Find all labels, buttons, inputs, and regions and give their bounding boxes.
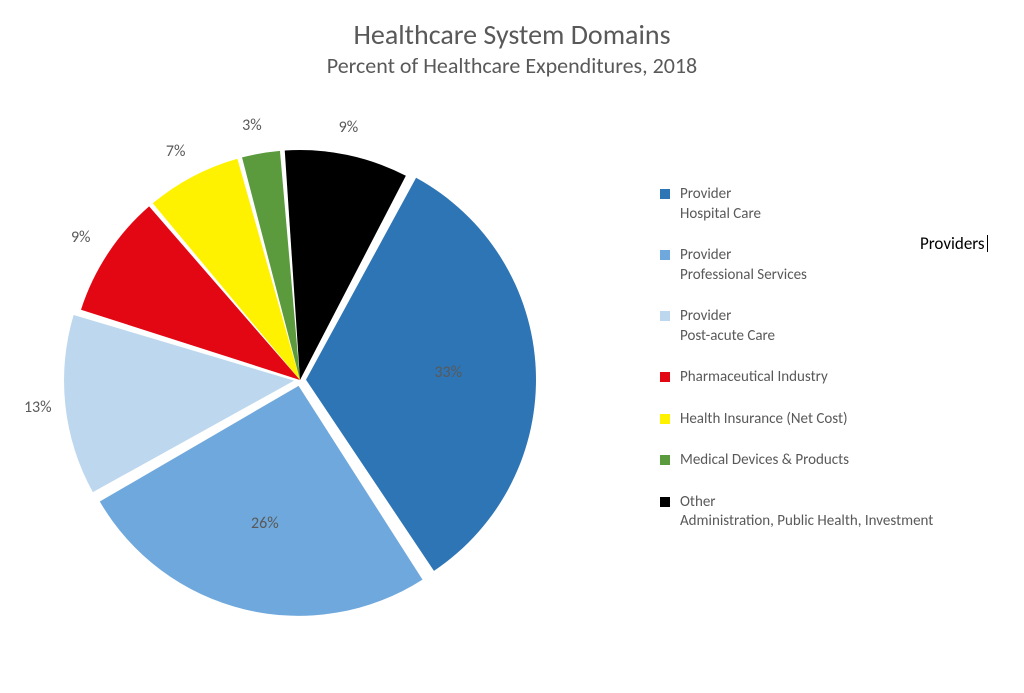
- legend-label-line1: Other: [680, 493, 716, 511]
- pie-slice-label: 9%: [339, 118, 359, 137]
- legend-swatch: [660, 455, 670, 465]
- legend-item: Pharmaceutical Industry: [660, 368, 1000, 388]
- pie-slice-label: 9%: [71, 228, 91, 247]
- legend-swatch: [660, 372, 670, 382]
- legend-label-line1: Provider: [680, 307, 731, 325]
- legend-item: Provider Post-acute Care: [660, 307, 1000, 346]
- pie-slice-label: 26%: [251, 514, 279, 533]
- legend-label-line1: Medical Devices & Products: [680, 451, 849, 469]
- providers-annotation: Providers: [920, 235, 988, 252]
- pie-slice-label: 7%: [166, 142, 186, 161]
- legend-item: Provider Hospital Care: [660, 185, 1000, 224]
- legend-label: Provider Post-acute Care: [680, 307, 775, 346]
- pie-slice-label: 33%: [434, 363, 462, 382]
- legend-swatch: [660, 414, 670, 424]
- legend-label-line1: Provider: [680, 246, 731, 264]
- chart-title-block: Healthcare System Domains Percent of Hea…: [0, 18, 1024, 80]
- chart-subtitle: Percent of Healthcare Expenditures, 2018: [0, 52, 1024, 81]
- legend-item: Health Insurance (Net Cost): [660, 410, 1000, 430]
- legend-label-line2: Administration, Public Health, Investmen…: [680, 512, 933, 532]
- legend-label: Medical Devices & Products: [680, 451, 849, 471]
- legend-swatch: [660, 189, 670, 199]
- legend-label-line2: Post-acute Care: [680, 327, 775, 347]
- legend-label-line1: Health Insurance (Net Cost): [680, 410, 848, 428]
- legend-label: Pharmaceutical Industry: [680, 368, 828, 388]
- legend-item: Medical Devices & Products: [660, 451, 1000, 471]
- legend-label: Health Insurance (Net Cost): [680, 410, 848, 430]
- legend-label-line1: Pharmaceutical Industry: [680, 368, 828, 386]
- chart-title: Healthcare System Domains: [0, 18, 1024, 52]
- legend-item: OtherAdministration, Public Health, Inve…: [660, 493, 1000, 532]
- legend-label-line1: Provider: [680, 185, 731, 203]
- pie-chart: [60, 140, 540, 620]
- legend-label: Provider Hospital Care: [680, 185, 761, 224]
- legend-label: OtherAdministration, Public Health, Inve…: [680, 493, 933, 532]
- legend-swatch: [660, 311, 670, 321]
- legend-label: Provider Professional Services: [680, 246, 807, 285]
- legend-swatch: [660, 250, 670, 260]
- legend-label-line2: Hospital Care: [680, 205, 761, 225]
- legend-label-line2: Professional Services: [680, 266, 807, 286]
- pie-slice-label: 3%: [242, 116, 262, 135]
- pie-slice-label: 13%: [24, 398, 52, 417]
- legend-swatch: [660, 497, 670, 507]
